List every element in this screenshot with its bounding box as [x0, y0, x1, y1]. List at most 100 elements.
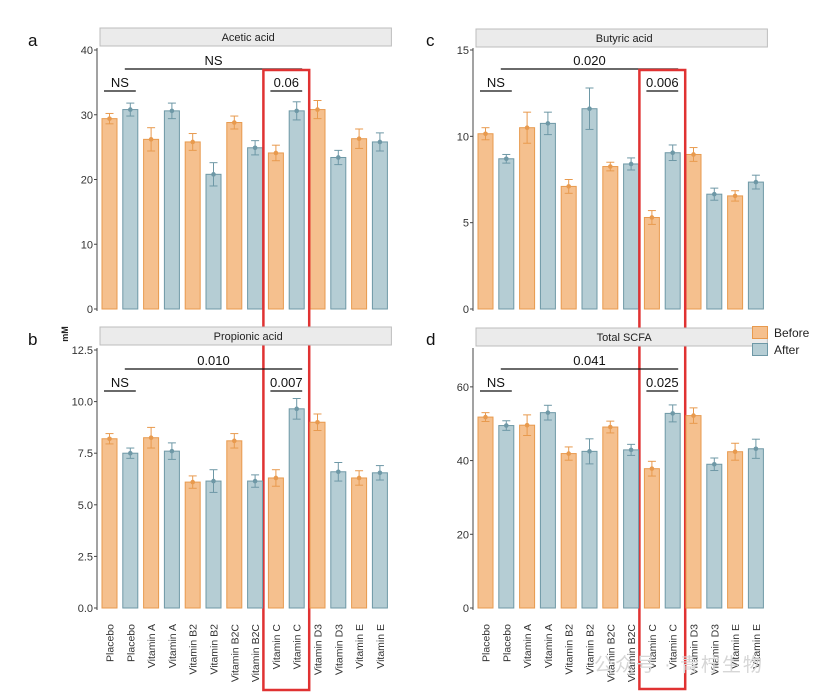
mean-point: [732, 193, 738, 199]
mean-point: [190, 139, 195, 145]
mean-point: [273, 150, 279, 156]
y-tick-label: 30: [81, 110, 93, 122]
bar-after: [163, 450, 180, 609]
x-tick-label: Vitamin E: [730, 624, 742, 669]
mean-point: [107, 116, 112, 121]
mean-point: [232, 438, 237, 444]
bar-before: [727, 451, 744, 609]
x-tick-label: Vitamin D3: [689, 624, 701, 675]
mean-point: [336, 469, 341, 475]
bar-after: [330, 471, 347, 609]
bar-after: [539, 412, 556, 609]
x-tick-label: Vitamin B2: [564, 624, 576, 675]
legend-swatch-after: [752, 343, 768, 356]
bar-before: [226, 440, 243, 609]
bar-before: [267, 477, 284, 609]
mean-point: [377, 139, 383, 145]
y-tick-label: 0: [463, 304, 469, 316]
y-tick-label: 40: [457, 456, 469, 468]
panel-letter-c: c: [426, 31, 435, 50]
panel-title-strip: [99, 27, 392, 47]
bar-after: [122, 109, 139, 310]
panel-d: d Total SCFA 0 20 40 60 Placebo Placebo Vitamin …: [426, 327, 768, 683]
significance-label: 0.006: [646, 75, 679, 90]
bar-before: [602, 426, 619, 609]
bar-before: [101, 118, 118, 310]
legend-item-after: After: [752, 341, 809, 358]
y-tick-label: 0: [87, 304, 93, 316]
x-tick-label: Vitamin B2C: [605, 624, 617, 683]
bar-before: [560, 453, 577, 609]
x-tick-label: Vitamin E: [354, 624, 366, 669]
y-tick-label: 5.0: [78, 500, 93, 512]
panel-c: c Butyric acid 0 5 10 15 NS 0.020 0.006: [426, 28, 768, 691]
bar-before: [184, 481, 201, 609]
bar-after: [371, 141, 388, 310]
bar-after: [288, 110, 305, 310]
x-tick-label: Placebo: [481, 624, 493, 662]
y-axis-label: mM: [60, 326, 70, 342]
bar-before: [560, 185, 577, 310]
mean-point: [628, 161, 634, 167]
panel-a: a Acetic acid 0 10 20 30 40 NS NS 0.06: [28, 27, 392, 692]
panel-title-strip: [99, 326, 392, 346]
bar-after: [247, 480, 264, 609]
bar-before: [685, 153, 702, 310]
mean-point: [169, 108, 175, 114]
mean-point: [252, 478, 258, 484]
mean-point: [128, 107, 133, 112]
mean-point: [483, 414, 488, 420]
legend-label-after: After: [774, 342, 800, 357]
bar-after: [623, 449, 640, 609]
bar-before: [519, 127, 536, 310]
watermark-text: 公众号 · 青柠生物: [594, 655, 764, 676]
x-tick-label: Vitamin B2: [188, 624, 200, 675]
mean-point: [753, 446, 759, 452]
mean-point: [148, 137, 154, 142]
mean-point: [566, 184, 571, 189]
y-tick-label: 20: [457, 529, 469, 541]
bar-before: [309, 421, 326, 609]
mean-point: [128, 450, 133, 456]
mean-point: [691, 413, 696, 418]
significance-label: NS: [487, 375, 505, 390]
highlight-box: [638, 68, 687, 691]
y-tick-label: 15: [457, 45, 469, 57]
significance-label: NS: [111, 75, 129, 90]
mean-point: [732, 449, 738, 455]
mean-point: [524, 125, 530, 130]
mean-point: [294, 406, 300, 412]
mean-point: [691, 152, 696, 157]
panel-b: b Propionic acid 0.0 2.5 5.0 7.5 10.0 12.5 Place…: [28, 326, 392, 682]
mean-point: [356, 136, 362, 142]
x-tick-label: Placebo: [501, 624, 513, 662]
mean-point: [608, 424, 613, 430]
bar-after: [330, 156, 347, 310]
mean-point: [628, 447, 634, 453]
y-tick-label: 20: [81, 175, 93, 187]
x-tick-label: Vitamin A: [167, 624, 179, 668]
bar-before: [643, 468, 660, 609]
bar-after: [706, 193, 723, 310]
x-tick-label: Vitamin E: [751, 624, 763, 669]
bar-before: [143, 138, 160, 310]
significance-label: NS: [111, 375, 129, 390]
x-tick-label: Vitamin C: [647, 624, 659, 670]
bar-before: [351, 477, 368, 609]
legend-item-before: Before: [752, 324, 809, 341]
mean-point: [587, 106, 592, 112]
bar-after: [664, 152, 681, 310]
y-tick-label: 12.5: [72, 345, 93, 357]
mean-point: [504, 156, 509, 162]
bar-before: [101, 438, 118, 609]
bar-before: [309, 109, 326, 310]
bar-after: [539, 122, 556, 310]
bar-after: [498, 158, 515, 310]
mean-point: [712, 461, 717, 467]
y-tick-label: 60: [457, 382, 469, 394]
y-tick-label: 2.5: [78, 551, 93, 563]
mean-point: [545, 410, 551, 415]
y-tick-label: 10: [81, 239, 93, 251]
y-tick-label: 10.0: [72, 397, 93, 409]
